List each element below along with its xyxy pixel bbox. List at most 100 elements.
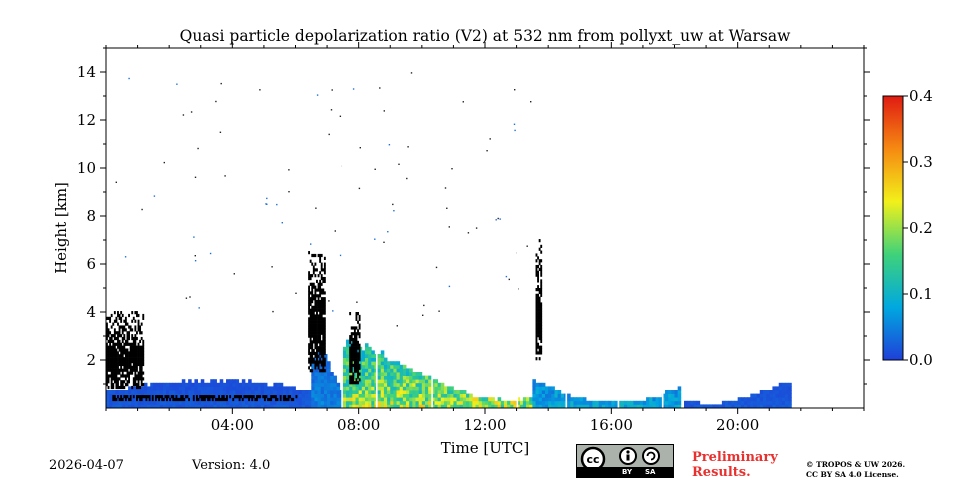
heat-cell: [226, 379, 230, 384]
cloud-1-cell: [320, 291, 323, 295]
heat-cell: [188, 390, 192, 394]
heat-cell: [377, 400, 382, 405]
heat-cell: [396, 364, 401, 369]
heat-cell: [759, 390, 764, 394]
heat-cell: [778, 393, 783, 398]
cloud-1-cell: [322, 325, 325, 330]
heat-cell: [586, 400, 590, 405]
cloud-0-cell: [131, 334, 134, 338]
heat-cell: [399, 379, 404, 384]
cloud-2-cell: [349, 355, 352, 359]
cloud-0-cell: [124, 328, 127, 332]
y-tick-label: 10: [77, 159, 96, 177]
heat-cell: [535, 400, 540, 405]
heat-cell: [191, 390, 195, 394]
noise-speck: [185, 297, 188, 299]
heat-cell: [548, 404, 552, 409]
heat-cell: [409, 390, 413, 394]
noise-speck: [406, 177, 408, 180]
heat-cell: [775, 386, 780, 391]
heat-cell: [336, 382, 341, 387]
cloud-4-cell: [175, 395, 178, 399]
cloud-1-cell: [317, 302, 320, 307]
heat-cell: [788, 386, 792, 391]
heat-cell: [424, 375, 429, 380]
heat-cell: [156, 404, 161, 409]
heat-cell: [393, 382, 397, 387]
cloud-0-cell: [126, 342, 129, 346]
noise-speck: [489, 138, 491, 140]
heat-cell: [323, 382, 328, 387]
preliminary-line-2: Results.: [692, 465, 751, 480]
heat-cell: [292, 404, 296, 409]
cloud-3-cell: [538, 328, 541, 332]
heat-cell: [323, 364, 328, 369]
heat-cell: [469, 404, 473, 409]
heat-cell: [317, 393, 322, 398]
heat-cell: [396, 400, 401, 405]
cloud-0-cell: [117, 354, 119, 358]
gap-line: [376, 48, 378, 408]
cloud-1-cell: [316, 340, 318, 344]
cloud-4-cell: [151, 395, 154, 399]
heat-cell: [516, 404, 521, 409]
cloud-0-cell: [134, 374, 137, 378]
heat-cell: [421, 382, 426, 387]
heat-cell: [330, 400, 334, 405]
cloud-2-cell: [355, 337, 358, 342]
heat-cell: [244, 400, 249, 405]
noise-speck: [387, 231, 389, 233]
heat-cell: [364, 357, 369, 362]
noise-speck: [276, 203, 278, 206]
heat-cell: [538, 404, 543, 409]
gap-line: [565, 48, 568, 408]
heat-cell: [358, 382, 363, 387]
heat-cell: [210, 404, 214, 409]
heat-cell: [162, 382, 167, 387]
cloud-0-cell: [121, 351, 124, 355]
cloud-2-cell: [357, 358, 359, 362]
heat-cell: [229, 382, 233, 387]
cloud-3-cell: [538, 336, 541, 341]
heat-cell: [646, 397, 650, 402]
heat-cell: [330, 404, 334, 409]
cloud-0-cell: [128, 374, 130, 378]
cloud-0-cell: [115, 383, 118, 387]
cloud-0-cell: [132, 316, 135, 320]
heat-cell: [475, 404, 480, 409]
heat-cell: [330, 375, 334, 380]
cloud-0-cell: [132, 336, 135, 341]
heat-cell: [725, 404, 729, 409]
cloud-0-cell: [134, 354, 137, 358]
cloud-2-cell: [357, 312, 359, 316]
cloud-4-cell: [207, 397, 209, 402]
heat-cell: [153, 390, 157, 394]
heat-cell: [364, 390, 369, 394]
heat-cell: [535, 404, 540, 409]
heat-cell: [276, 400, 281, 405]
cc-icons: cc: [580, 446, 660, 469]
cloud-3-cell: [535, 273, 538, 277]
cloud-4-cell: [279, 395, 282, 399]
cloud-1-cell: [308, 328, 311, 332]
cloud-0-cell: [131, 336, 134, 341]
heat-cell: [399, 368, 404, 373]
heat-cell: [734, 404, 739, 409]
cloud-0-cell: [120, 348, 123, 352]
heat-cell: [608, 404, 612, 409]
cloud-2-cell: [355, 360, 358, 365]
cloud-2-cell: [350, 355, 353, 359]
cloud-1-cell: [308, 285, 311, 289]
heat-cell: [390, 372, 394, 376]
heat-cell: [785, 404, 789, 409]
heat-cell: [402, 390, 407, 394]
cloud-1-cell: [312, 328, 315, 332]
heat-cell: [314, 386, 319, 391]
heat-cell: [166, 400, 170, 405]
cloud-0-cell: [124, 362, 127, 367]
heat-cell: [368, 379, 372, 384]
heat-cell: [582, 400, 587, 405]
cloud-3-cell: [535, 270, 538, 274]
license-line-2: CC BY SA 4.0 License.: [806, 470, 899, 479]
cloud-2-cell: [358, 326, 361, 330]
